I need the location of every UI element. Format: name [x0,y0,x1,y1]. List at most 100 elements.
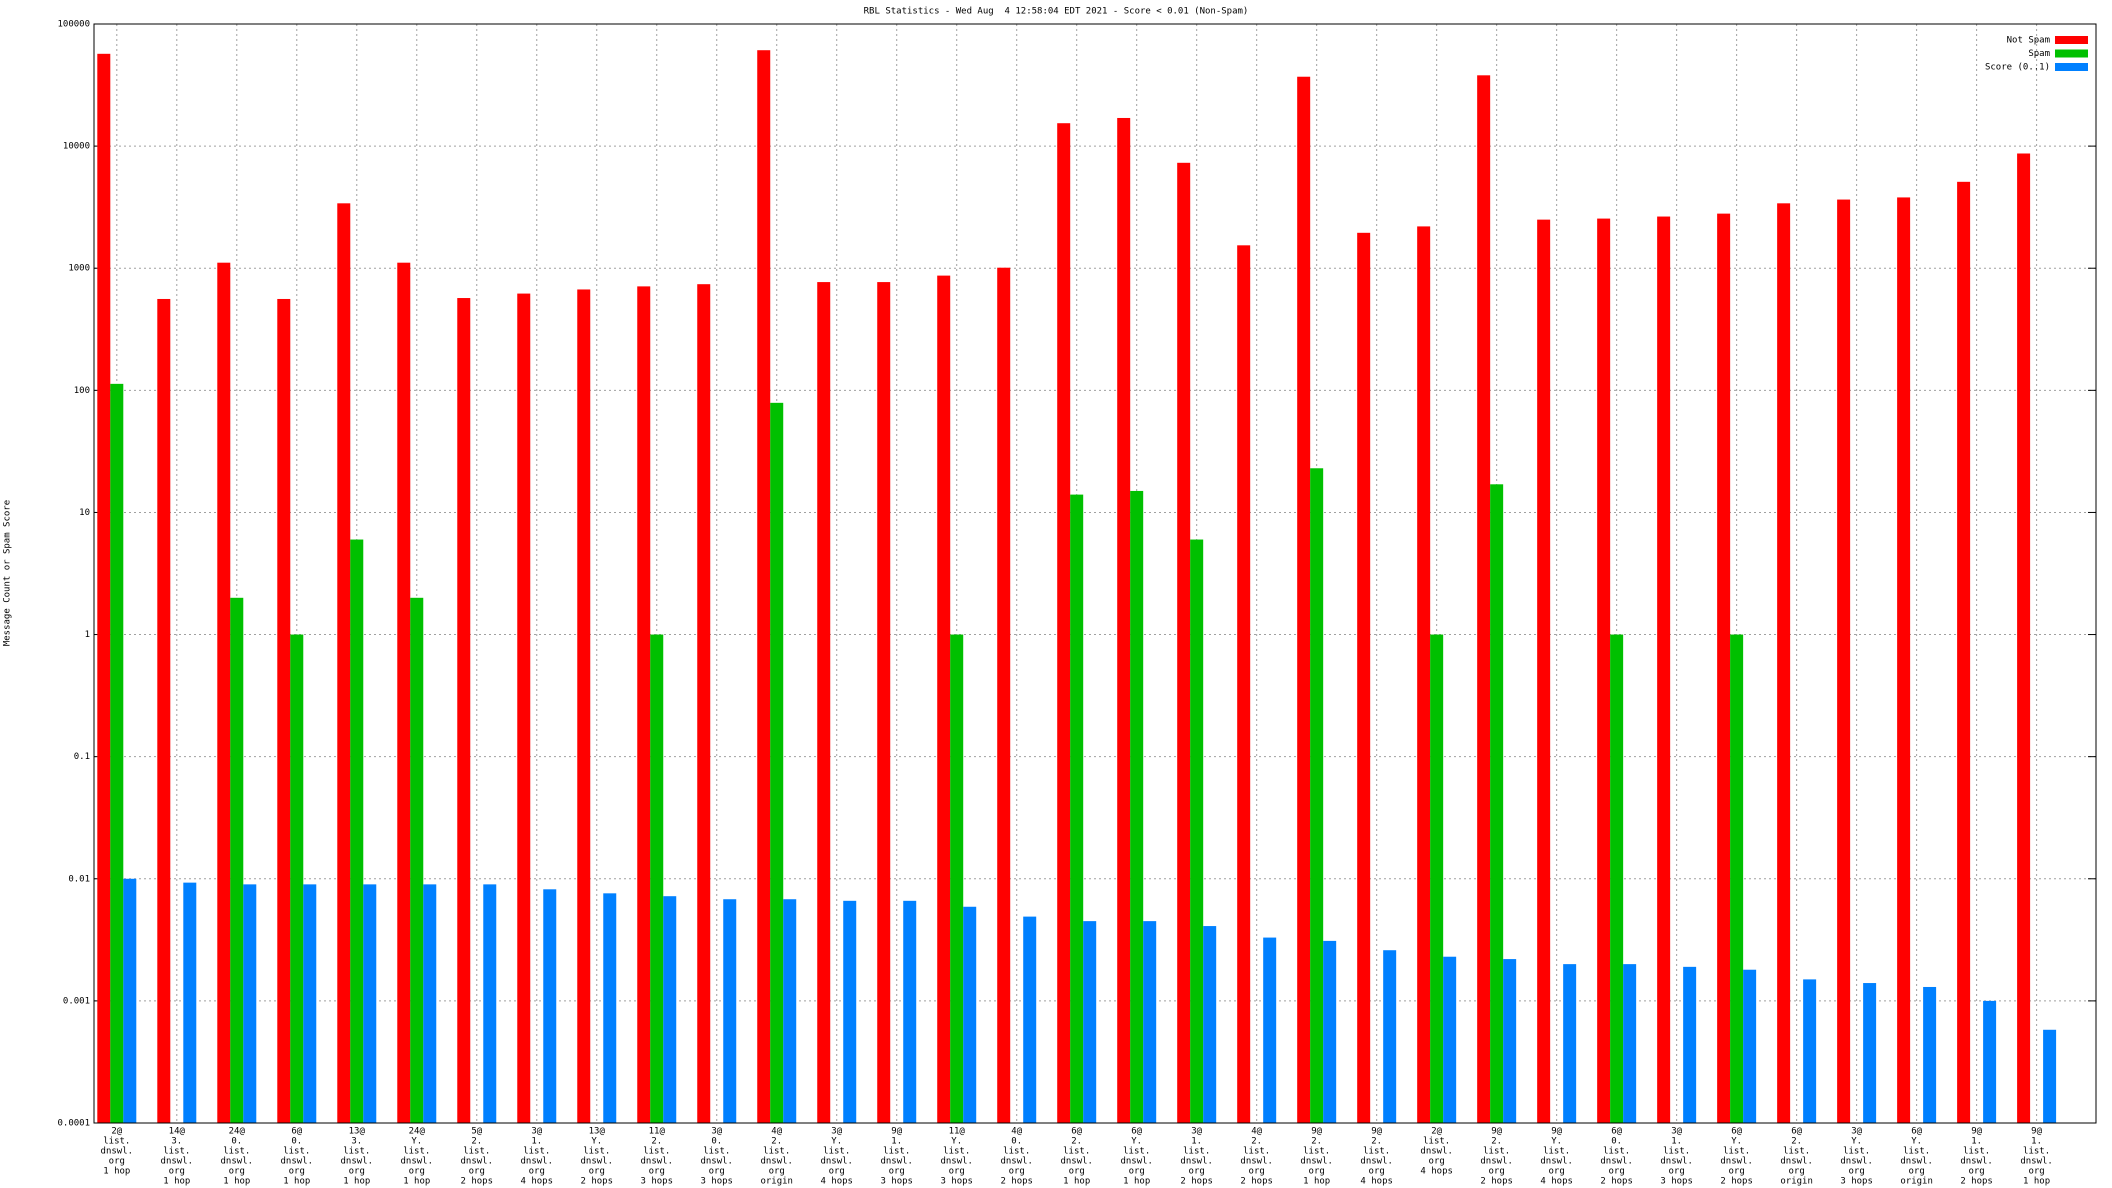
x-tick-label: Y. [1851,1137,1862,1147]
x-tick-label: list. [1483,1147,1510,1157]
bar [1477,75,1491,1123]
bar [1623,964,1637,1123]
bar [843,900,857,1123]
x-tick-label: org [889,1167,905,1177]
bar [950,634,964,1123]
x-tick-label: 6@ [1611,1127,1622,1137]
bar [1657,216,1671,1124]
x-tick-label: list. [2023,1147,2050,1157]
x-tick-label: list. [1903,1147,1930,1157]
x-tick-label: list. [583,1147,610,1157]
bar [1777,203,1791,1123]
x-tick-label: 9@ [891,1127,902,1137]
bar [637,286,651,1123]
x-tick-label: 3. [171,1137,182,1147]
bar [1083,921,1097,1123]
x-tick-label: Y. [1911,1137,1922,1147]
x-tick-label: 4@ [771,1127,782,1137]
x-tick-label: 6@ [1791,1127,1802,1137]
bar [1683,966,1697,1123]
x-tick-label: org [709,1167,725,1177]
bar [1357,232,1371,1123]
plot-frame [93,23,2097,1124]
x-tick-label: dnswl. [1180,1157,1213,1167]
legend-swatch [2055,36,2088,44]
bar [650,634,664,1123]
x-tick-label: 3 hops [1660,1177,1693,1187]
x-tick-label: org [1249,1167,1265,1177]
x-tick-label: 4 hops [1420,1167,1453,1177]
x-tick-label: dnswl. [1840,1157,1873,1167]
x-tick-label: Y. [591,1137,602,1147]
x-tick-label: 2. [1791,1137,1802,1147]
bar [577,289,591,1123]
bar [1237,245,1251,1123]
x-tick-label: dnswl. [161,1157,194,1167]
x-tick-label: 4 hops [1360,1177,1393,1187]
x-tick-label: org [1069,1167,1085,1177]
x-tick-label: 2 hops [1240,1177,1273,1187]
x-tick-label: org [349,1167,365,1177]
x-tick-label: 6@ [1731,1127,1742,1137]
x-tick-label: org [829,1167,845,1177]
legend-label: Not Spam [2007,36,2050,46]
x-tick-label: 2 hops [461,1177,494,1187]
legend-label: Spam [2028,49,2050,59]
x-tick-label: Y. [1731,1137,1742,1147]
bar [1490,484,1504,1123]
x-tick-label: 2 hops [1000,1177,1033,1187]
x-tick-label: 1 hop [1303,1177,1330,1187]
x-tick-label: org [1788,1167,1804,1177]
x-tick-label: 0. [1011,1137,1022,1147]
bar [1143,921,1157,1123]
x-tick-label: list. [1003,1147,1030,1157]
bar [963,906,977,1123]
x-tick-label: 2 hops [1960,1177,1993,1187]
x-tick-label: 2@ [111,1127,122,1137]
bar [277,298,291,1123]
x-tick-label: 1 hop [403,1177,430,1187]
bar [663,896,677,1123]
bar [1730,634,1744,1123]
x-tick-label: org [589,1167,605,1177]
x-tick-label: dnswl. [2020,1157,2053,1167]
x-tick-label: 1 hop [1063,1177,1090,1187]
x-tick-label: 9@ [1371,1127,1382,1137]
x-tick-label: list. [1603,1147,1630,1157]
x-tick-label: list. [163,1147,190,1157]
x-tick-label: origin [760,1177,793,1187]
bar [157,298,171,1123]
x-tick-label: org [1309,1167,1325,1177]
x-tick-label: org [1129,1167,1145,1177]
x-tick-label: 1 hop [223,1177,250,1187]
x-tick-label: dnswl. [760,1157,793,1167]
x-tick-label: 3@ [1191,1127,1202,1137]
bar [1070,494,1084,1123]
x-tick-label: 3 hops [640,1177,673,1187]
y-tick-label: 1 [85,630,90,640]
x-tick-label: org [769,1167,785,1177]
bar [1610,634,1624,1123]
x-tick-label: list. [883,1147,910,1157]
x-tick-label: org [1848,1167,1864,1177]
x-tick-label: dnswl. [1600,1157,1633,1167]
bar [1297,76,1311,1123]
x-tick-label: dnswl. [101,1147,134,1157]
x-tick-label: 3. [351,1137,362,1147]
bar [1563,964,1577,1123]
bar [230,597,244,1123]
x-tick-label: 1 hop [2023,1177,2050,1187]
x-tick-label: 24@ [409,1127,426,1137]
x-tick-label: 0. [711,1137,722,1147]
x-tick-label: org [289,1167,305,1177]
x-tick-label: 13@ [589,1127,606,1137]
x-tick-label: 11@ [949,1127,966,1137]
legend-swatch [2055,49,2088,58]
bar [423,884,437,1123]
x-tick-label: 3 hops [1840,1177,1873,1187]
x-tick-label: dnswl. [1540,1157,1573,1167]
x-tick-label: dnswl. [1060,1157,1093,1167]
x-tick-label: 2 hops [1720,1177,1753,1187]
x-tick-label: 2 hops [1480,1177,1513,1187]
